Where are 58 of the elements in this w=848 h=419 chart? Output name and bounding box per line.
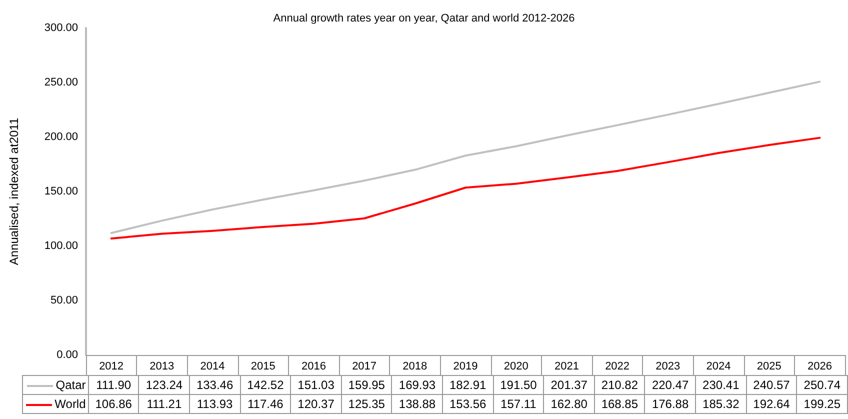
line-series — [110, 136, 821, 240]
data-label: 192.64 — [746, 394, 797, 414]
data-label: 199.25 — [796, 394, 848, 414]
data-label: 151.03 — [290, 376, 342, 394]
data-label: 157.11 — [493, 394, 544, 414]
x-tick-label: 2014 — [200, 360, 225, 372]
data-label: 123.24 — [138, 376, 190, 394]
x-tick-label: 2020 — [504, 360, 528, 372]
data-label: 220.47 — [644, 376, 696, 394]
x-tick-label: 2018 — [402, 360, 428, 372]
x-tick-label: 2021 — [554, 360, 579, 372]
data-label: 168.85 — [594, 394, 645, 414]
x-tick-label: 2019 — [453, 360, 478, 372]
data-label: 162.80 — [544, 394, 594, 414]
data-label: 191.50 — [493, 376, 544, 394]
data-label: 106.86 — [88, 394, 139, 414]
data-label: 182.91 — [442, 376, 494, 394]
y-tick-label: 200.00 — [44, 131, 78, 143]
chart-title: Annual growth rates year on year, Qatar and world 2012-2026 — [273, 12, 575, 24]
y-axis-title: Annualised, indexed at2011 — [7, 118, 21, 266]
data-label: 230.41 — [696, 376, 746, 394]
data-label: 176.88 — [644, 394, 696, 414]
data-label: 113.93 — [190, 394, 240, 414]
y-tick-label: 50.00 — [50, 294, 78, 306]
x-tick-label: 2015 — [250, 360, 276, 372]
x-tick-label: 2026 — [807, 360, 832, 372]
x-tick-label: 2017 — [352, 360, 377, 372]
data-label: 201.37 — [544, 376, 594, 394]
legend-label: World — [22, 394, 88, 414]
data-label: 111.90 — [88, 376, 139, 394]
data-label: 185.32 — [696, 394, 746, 414]
x-tick-label: 2016 — [301, 360, 326, 372]
x-tick-label: 2012 — [99, 360, 124, 372]
data-label: 120.37 — [290, 394, 342, 414]
data-label: 153.56 — [442, 394, 494, 414]
y-tick-label: 300.00 — [44, 22, 78, 34]
x-tick-label: 2023 — [656, 360, 680, 372]
data-label: 250.74 — [796, 376, 848, 394]
line-series — [110, 80, 821, 234]
data-label: 142.52 — [240, 376, 291, 394]
y-tick-label: 250.00 — [44, 76, 78, 88]
x-tick-label: 2024 — [706, 360, 731, 372]
legend-label: Qatar — [22, 376, 88, 394]
x-tick-label: 2025 — [756, 360, 782, 372]
data-label: 133.46 — [190, 376, 240, 394]
x-tick-label: 2013 — [150, 360, 174, 372]
data-label: 138.88 — [392, 394, 443, 414]
data-label: 117.46 — [240, 394, 291, 414]
data-label: 210.82 — [594, 376, 645, 394]
data-label: 169.93 — [392, 376, 443, 394]
y-tick-label: 0.00 — [56, 349, 78, 361]
data-label: 125.35 — [341, 394, 392, 414]
data-label: 159.95 — [341, 376, 392, 394]
data-label: 240.57 — [746, 376, 797, 394]
data-label: 111.21 — [138, 394, 190, 414]
y-tick-label: 150.00 — [44, 186, 78, 198]
x-tick-label: 2022 — [605, 360, 630, 372]
y-tick-label: 100.00 — [44, 240, 78, 252]
